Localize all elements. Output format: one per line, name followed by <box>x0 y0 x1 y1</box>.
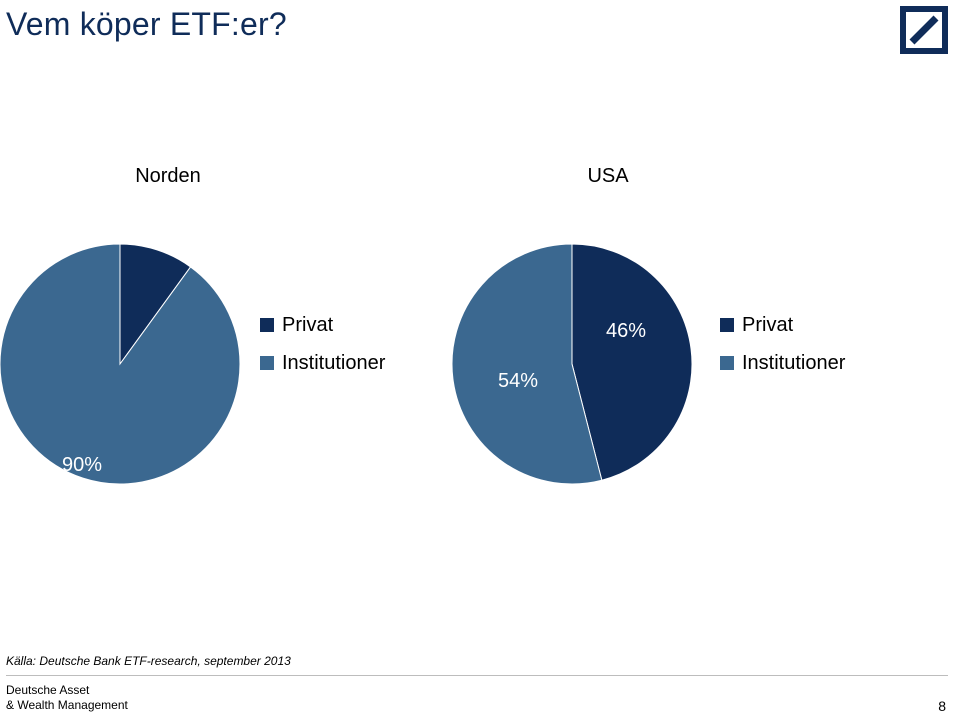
footer-company: Deutsche Asset & Wealth Management <box>6 683 128 714</box>
legend-item-norden-privat: Privat <box>260 310 430 340</box>
legend-swatch-icon <box>260 318 274 332</box>
footer-company-line1: Deutsche Asset <box>6 683 128 699</box>
legend-usa: Privat Institutioner <box>720 310 890 386</box>
page-number: 8 <box>938 698 946 714</box>
legend-item-usa-institutioner: Institutioner <box>720 348 890 378</box>
legend-item-norden-institutioner: Institutioner <box>260 348 430 378</box>
footer-divider <box>6 675 948 676</box>
pie-chart-usa: 46% 54% <box>452 244 692 484</box>
legend-swatch-icon <box>720 356 734 370</box>
legend-norden: Privat Institutioner <box>260 310 430 386</box>
legend-swatch-icon <box>720 318 734 332</box>
page-title: Vem köper ETF:er? <box>6 6 287 43</box>
legend-label: Privat <box>282 310 333 340</box>
pie-chart-norden: 90% <box>0 244 240 484</box>
legend-label: Institutioner <box>282 348 385 378</box>
legend-label: Institutioner <box>742 348 845 378</box>
source-note: Källa: Deutsche Bank ETF-research, septe… <box>6 654 291 668</box>
db-logo-icon <box>900 6 948 59</box>
chart-title-usa: USA <box>488 165 728 188</box>
legend-swatch-icon <box>260 356 274 370</box>
chart-title-norden: Norden <box>48 165 288 188</box>
footer-company-line2: & Wealth Management <box>6 698 128 714</box>
legend-label: Privat <box>742 310 793 340</box>
legend-item-usa-privat: Privat <box>720 310 890 340</box>
